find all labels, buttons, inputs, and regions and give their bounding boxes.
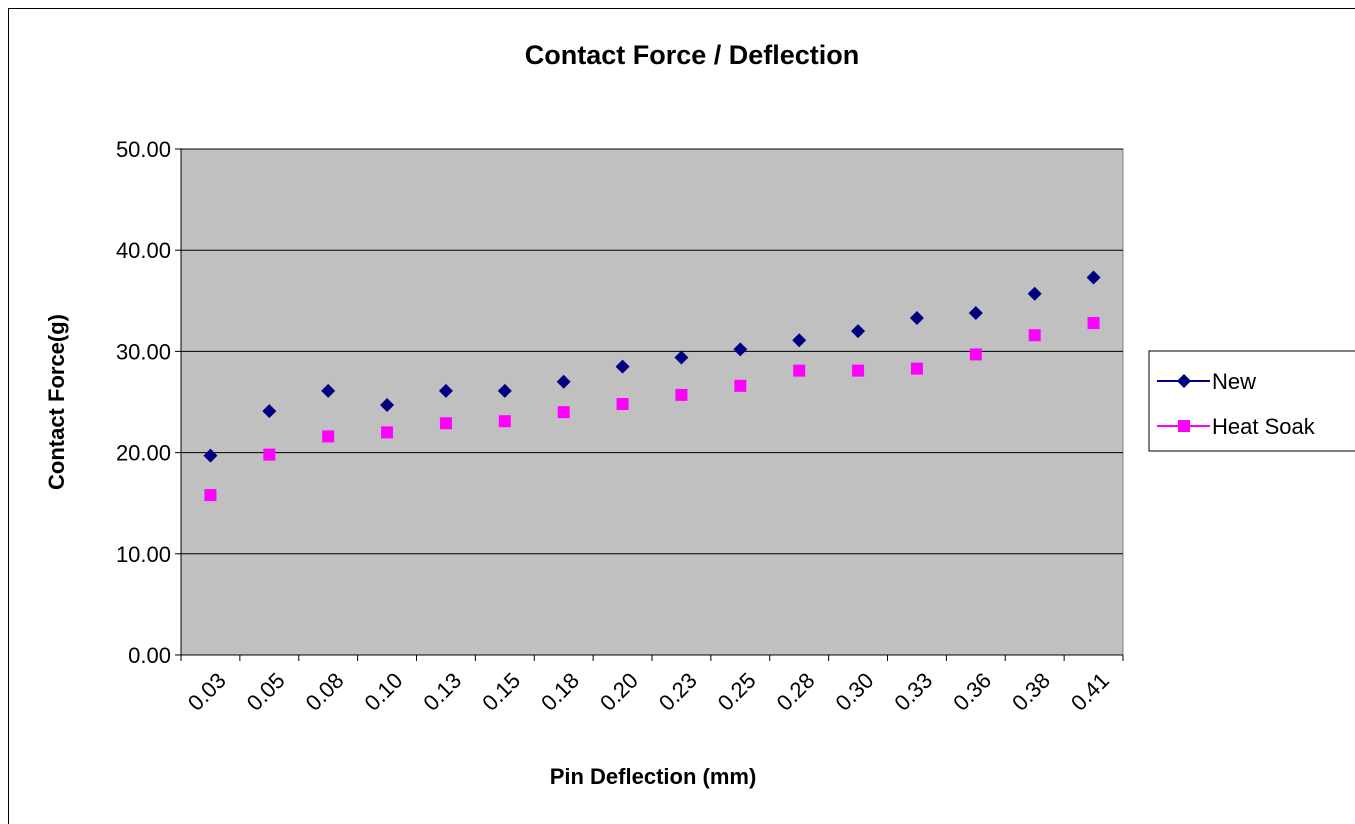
data-point [438,383,453,398]
x-tick-label: 0.18 [536,668,584,716]
x-tick-label: 0.28 [772,668,820,716]
data-point [203,448,218,463]
legend-label: New [1212,369,1256,394]
data-point [381,426,394,439]
x-tick-label: 0.13 [418,668,466,716]
axes [175,148,1124,661]
data-point [322,430,335,443]
x-tick-label: 0.25 [713,668,761,716]
y-tick-label: 20.00 [116,441,171,466]
series-marks [203,270,1101,502]
data-point [1087,317,1100,330]
data-point [204,489,217,502]
data-point [1028,329,1041,342]
x-tick-label: 0.10 [360,668,408,716]
data-point [852,364,865,377]
data-point [910,362,923,375]
data-point [968,305,983,320]
data-point [1027,286,1042,301]
x-tick-label: 0.03 [183,668,231,716]
data-point [969,348,982,361]
x-tick-label: 0.38 [1007,668,1055,716]
data-point [793,364,806,377]
data-point [1086,270,1101,285]
data-point [439,417,452,430]
x-tick-label: 0.20 [595,668,643,716]
data-point [497,383,512,398]
data-point [674,350,689,365]
data-point [321,383,336,398]
x-axis-title: Pin Deflection (mm) [550,764,757,789]
x-tick-label: 0.08 [301,668,349,716]
x-tick-labels: 0.03 0.05 0.08 0.10 0.13 0.15 0.18 0.20 0.23 0.25… [183,668,1114,716]
y-tick-label: 30.00 [116,339,171,364]
x-tick-label: 0.05 [242,668,290,716]
x-tick-label: 0.41 [1066,668,1114,716]
data-point [851,324,866,339]
data-point [380,398,395,413]
data-point [733,342,748,357]
gridlines [181,148,1123,555]
x-tick-label: 0.33 [889,668,937,716]
legend: New Heat Soak [1148,350,1355,452]
data-point [263,448,276,461]
x-tick-label: 0.23 [654,668,702,716]
legend-box [1148,350,1355,452]
y-tick-label: 50.00 [116,137,171,162]
chart-frame [8,8,1355,824]
x-tick-label: 0.36 [948,668,996,716]
data-point [498,415,511,428]
y-tick-labels: 0.00 10.00 20.00 30.00 40.00 50.00 [116,137,171,668]
data-point [675,388,688,401]
legend-marker [1178,420,1190,432]
data-point [557,406,570,419]
data-point [792,333,807,348]
x-tick-label: 0.15 [477,668,525,716]
series-new [203,270,1101,463]
data-point [909,311,924,326]
data-point [615,359,630,374]
legend-label: Heat Soak [1212,414,1316,439]
y-tick-label: 40.00 [116,238,171,263]
series-heat-soak [204,317,1100,502]
y-tick-label: 10.00 [116,542,171,567]
y-tick-label: 0.00 [128,643,171,668]
data-point [616,398,629,411]
data-point [262,404,277,419]
x-tick-label: 0.30 [831,668,879,716]
y-axis-title: Contact Force(g) [44,314,69,490]
data-point [556,374,571,389]
plot-area [180,148,1124,656]
legend-marker [1177,374,1191,388]
chart-title: Contact Force / Deflection [525,40,860,70]
data-point [734,379,747,392]
